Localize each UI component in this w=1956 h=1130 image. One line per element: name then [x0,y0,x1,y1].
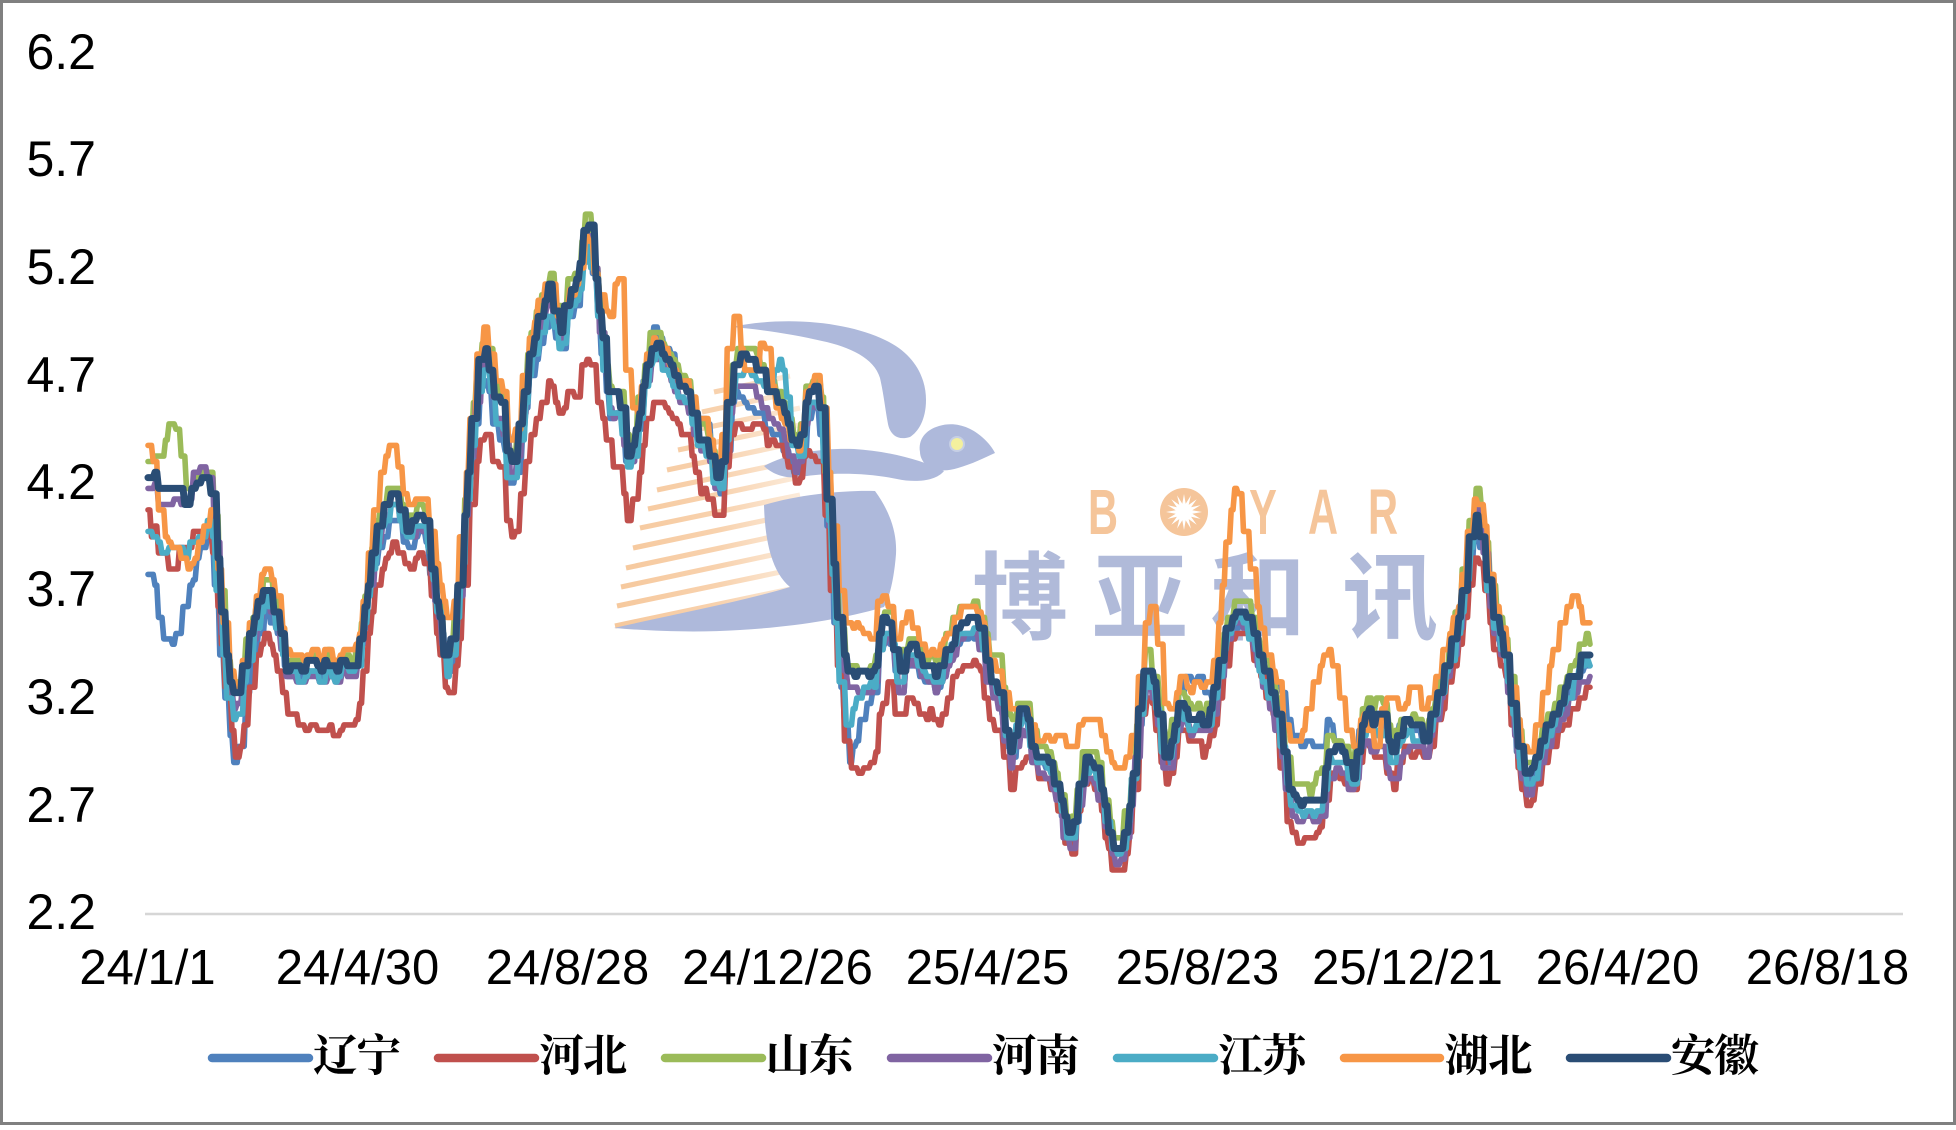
svg-text:5.2: 5.2 [26,239,96,295]
svg-text:25/8/23: 25/8/23 [1116,941,1280,995]
svg-text:2.2: 2.2 [26,884,96,940]
svg-text:B: B [1088,477,1118,548]
svg-text:26/8/18: 26/8/18 [1746,941,1910,995]
svg-text:R: R [1368,477,1398,548]
svg-text:6.2: 6.2 [26,24,96,80]
svg-text:25/4/25: 25/4/25 [906,941,1070,995]
svg-text:3.2: 3.2 [26,669,96,725]
svg-text:3.7: 3.7 [26,561,96,617]
svg-text:24/12/26: 24/12/26 [682,941,873,995]
svg-text:24/1/1: 24/1/1 [79,941,215,995]
svg-text:2.7: 2.7 [26,777,96,833]
svg-text:4.7: 4.7 [26,347,96,403]
svg-text:24/8/28: 24/8/28 [486,941,650,995]
svg-text:25/12/21: 25/12/21 [1312,941,1503,995]
svg-text:A: A [1308,477,1338,548]
svg-text:26/4/20: 26/4/20 [1536,941,1700,995]
svg-text:5.7: 5.7 [26,131,96,187]
svg-text:24/4/30: 24/4/30 [276,941,440,995]
svg-text:4.2: 4.2 [26,454,96,510]
svg-text:Y: Y [1249,477,1277,548]
